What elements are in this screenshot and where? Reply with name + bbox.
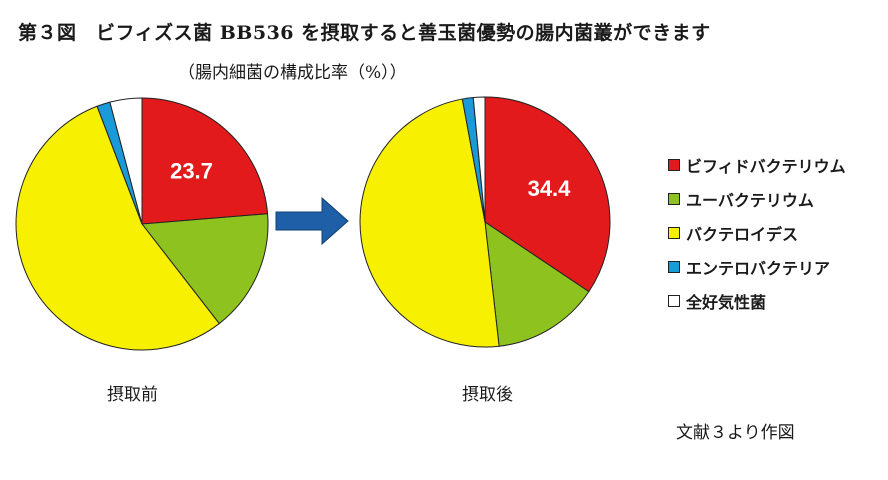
slice-value-label: 23.7 — [170, 158, 213, 183]
legend-item-enterobacteria: エンテロバクテリア — [668, 250, 846, 284]
legend-swatch — [668, 159, 680, 171]
legend-swatch — [668, 261, 680, 273]
legend-label: バクテロイデス — [686, 225, 799, 244]
chart-title: 第３図 ビフィズス菌 BB536 を摂取すると善玉菌優勢の腸内菌叢ができます — [18, 22, 711, 44]
legend-item-aerobes: 全好気性菌 — [668, 284, 846, 318]
slice-aerobes — [472, 96, 486, 223]
pie-before-label: 摂取前 — [107, 385, 158, 405]
legend-swatch — [668, 295, 680, 307]
legend-item-bacteroides: バクテロイデス — [668, 216, 846, 250]
source-note: 文献３より作図 — [676, 423, 795, 443]
legend: ビフィドバクテリウム ユーバクテリウム バクテロイデス エンテロバクテリア 全好… — [668, 148, 846, 318]
slice-aerobes — [109, 97, 143, 225]
slice-bifidobacterium — [484, 96, 611, 293]
slice-bacteroides — [15, 105, 220, 351]
slice-value-label: 34.4 — [528, 176, 572, 201]
legend-label: ユーバクテリウム — [686, 191, 814, 210]
pie-before: 23.7 — [15, 97, 269, 351]
slice-bacteroides — [359, 98, 500, 348]
legend-label: ビフィドバクテリウム — [686, 157, 846, 176]
slice-eubacterium — [141, 213, 269, 325]
pie-after-label: 摂取後 — [462, 385, 513, 405]
legend-item-eubacterium: ユーバクテリウム — [668, 182, 846, 216]
slice-eubacterium — [484, 220, 590, 347]
legend-label: 全好気性菌 — [686, 293, 767, 312]
right-arrow-icon — [275, 196, 349, 246]
slice-bifidobacterium — [141, 97, 269, 225]
chart-subtitle: （腸内細菌の構成比率（%）） — [178, 63, 407, 83]
legend-item-bifidobacterium: ビフィドバクテリウム — [668, 148, 846, 182]
legend-swatch — [668, 227, 680, 239]
pie-after: 34.4 — [359, 96, 611, 348]
legend-swatch — [668, 193, 680, 205]
legend-label: エンテロバクテリア — [686, 259, 831, 278]
